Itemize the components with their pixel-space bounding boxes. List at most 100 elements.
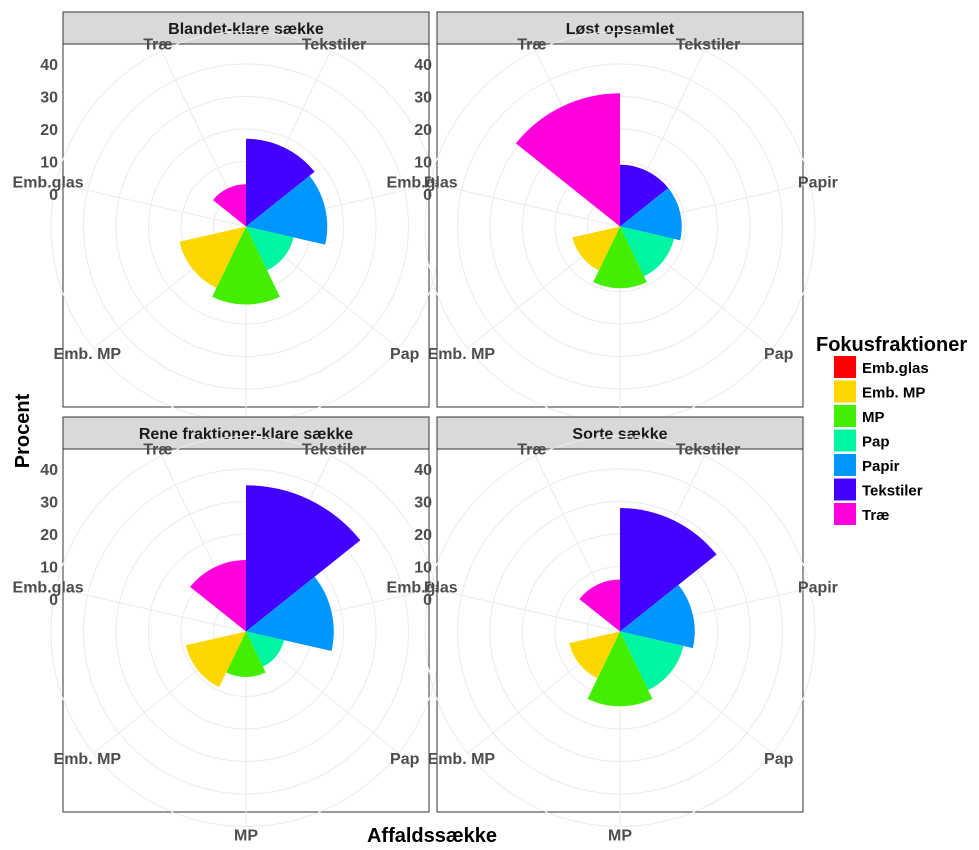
grid-spoke <box>55 587 247 632</box>
y-tick-label: 30 <box>414 495 432 512</box>
wedge-papir <box>246 576 334 652</box>
y-tick-label: 40 <box>40 57 58 74</box>
wedge-trae <box>579 579 620 632</box>
category-label-emb-glas: Emb.glas <box>13 579 84 596</box>
wedge-papir <box>620 188 682 241</box>
category-label-tekstiler: Tekstiler <box>676 442 741 459</box>
y-tick-label: 30 <box>40 90 58 107</box>
legend-swatch <box>834 478 856 501</box>
category-label-tekstiler: Tekstiler <box>676 37 741 54</box>
category-label-papir: Papir <box>798 579 838 596</box>
y-tick-label: 30 <box>40 495 58 512</box>
legend-swatch <box>834 380 856 403</box>
category-label-mp: MP <box>608 828 632 845</box>
category-label-pap: Pap <box>390 751 420 768</box>
category-label-emb-mp: Emb. MP <box>428 751 496 768</box>
category-label-pap: Pap <box>764 751 794 768</box>
wedge-emb-mp <box>569 631 620 679</box>
category-label-emb-glas: Emb.glas <box>387 579 458 596</box>
y-tick-label: 0 <box>423 592 432 609</box>
wedge-mp <box>593 226 647 289</box>
y-tick-label: 10 <box>40 560 58 577</box>
wedge-mp <box>212 226 280 305</box>
wedge-emb-mp <box>185 631 246 688</box>
y-tick-label: 20 <box>414 527 432 544</box>
facet-strip <box>436 11 804 45</box>
x-axis-title: Affaldssække <box>367 825 497 847</box>
wedge-tekstiler <box>246 138 315 227</box>
category-label-emb-mp: Emb. MP <box>54 751 122 768</box>
legend-item-papir: Papir <box>834 454 900 476</box>
wedge-papir <box>246 175 328 245</box>
category-label-trae: Træ <box>143 37 172 54</box>
facet-strip <box>436 416 804 450</box>
y-tick-label: 10 <box>40 155 58 172</box>
legend-item-trae: Træ <box>834 503 890 525</box>
category-label-emb-glas: Emb.glas <box>387 174 458 191</box>
category-label-pap: Pap <box>390 346 420 363</box>
grid-spoke <box>429 587 621 632</box>
legend-label: Tekstiler <box>862 483 923 500</box>
legend-label: Emb. MP <box>862 385 925 402</box>
category-label-papir: Papir <box>798 174 838 191</box>
wedge-emb-mp <box>572 226 620 271</box>
legend-swatch <box>834 405 856 427</box>
facet-title: Rene fraktioner-klare sække <box>139 426 353 443</box>
legend-label: Papir <box>862 458 900 475</box>
y-tick-label: 10 <box>414 560 432 577</box>
y-tick-label: 30 <box>414 90 432 107</box>
y-tick-label: 0 <box>49 592 58 609</box>
wedge-pap <box>620 226 674 277</box>
legend-item-tekstiler: Tekstiler <box>834 478 923 501</box>
facet-panel-lost-opsamlet: Løst opsamletTekstilerPapirPapMPEmb. MPE… <box>387 11 838 440</box>
category-label-tekstiler: Tekstiler <box>302 442 367 459</box>
facet-panel-blandet-klare-saekke: Blandet-klare sækkeTekstilerPapirPapMPEm… <box>13 11 464 440</box>
legend-label: Træ <box>862 507 890 524</box>
wedge-pap <box>620 631 684 691</box>
wedge-trae <box>190 560 246 632</box>
facet-title: Blandet-klare sække <box>168 21 324 38</box>
category-label-trae: Træ <box>517 37 546 54</box>
wedge-pap <box>246 226 294 271</box>
y-tick-label: 40 <box>414 462 432 479</box>
category-label-trae: Træ <box>143 442 172 459</box>
y-axis-title: Procent <box>12 393 34 468</box>
facet-panels: Blandet-klare sækkeTekstilerPapirPapMPEm… <box>13 11 838 845</box>
legend-item-mp: MP <box>834 405 885 427</box>
legend-item-emb-mp: Emb. MP <box>834 380 925 403</box>
wedge-mp <box>226 631 266 677</box>
wedge-tekstiler <box>620 507 717 632</box>
wedge-papir <box>620 584 695 649</box>
category-label-trae: Træ <box>517 442 546 459</box>
wedge-tekstiler <box>620 164 669 227</box>
legend: Fokusfraktioner Emb.glas Emb. MP MP Pap Papir… <box>816 334 967 525</box>
facet-panel-sorte-saekke: Sorte sække Tekstiler Papir Pap MP Emb. MP Emb… <box>387 416 838 845</box>
y-tick-label: 40 <box>40 462 58 479</box>
legend-label: MP <box>862 409 885 426</box>
category-label-emb-mp: Emb. MP <box>54 346 122 363</box>
y-tick-label: 20 <box>40 122 58 139</box>
y-tick-label: 0 <box>423 187 432 204</box>
y-tick-label: 20 <box>414 122 432 139</box>
category-label-mp: MP <box>234 828 258 845</box>
category-label-emb-mp: Emb. MP <box>428 346 496 363</box>
y-tick-label: 0 <box>49 187 58 204</box>
legend-swatch <box>834 454 856 476</box>
wedge-trae <box>515 93 620 227</box>
legend-swatch <box>834 429 856 452</box>
wedge-emb-mp <box>179 226 246 288</box>
legend-item-pap: Pap <box>834 429 890 452</box>
legend-swatch <box>834 356 856 378</box>
category-label-pap: Pap <box>764 346 794 363</box>
facet-strip <box>62 11 430 45</box>
y-tick-label: 10 <box>414 155 432 172</box>
wedge-pap <box>246 631 285 667</box>
legend-label: Pap <box>862 434 890 451</box>
legend-item-emb-glas: Emb.glas <box>834 356 929 378</box>
grid-spoke <box>55 182 247 227</box>
y-tick-label: 20 <box>40 527 58 544</box>
category-label-tekstiler: Tekstiler <box>302 37 367 54</box>
wedge-trae <box>212 184 246 227</box>
facet-panel-rene-fraktioner-klare-saekke: Rene fraktioner-klare sækkeTekstilerPapi… <box>13 416 464 845</box>
